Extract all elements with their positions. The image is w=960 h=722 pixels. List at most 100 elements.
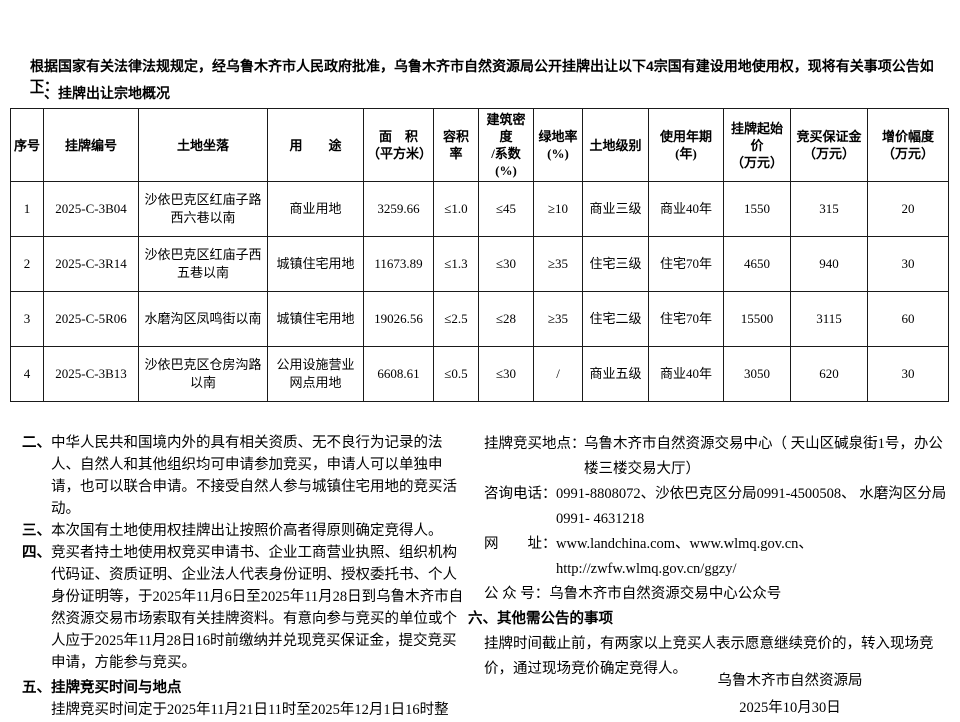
signature-block: 乌鲁木齐市自然资源局 2025年10月30日 — [640, 668, 940, 722]
table-cell: ≤30 — [478, 346, 534, 402]
table-cell: 2025-C-5R06 — [43, 291, 139, 347]
header-cell-use: 用 途 — [267, 108, 364, 182]
table-cell: 60 — [867, 291, 949, 347]
inquiry-phone-label: 咨询电话： — [484, 486, 557, 502]
section-3-label: 三、 — [22, 523, 51, 539]
inquiry-phone: 咨询电话： 0991-8808072、沙依巴克区分局0991-4500508、 … — [484, 482, 952, 532]
table-cell: ≥35 — [533, 291, 583, 347]
table-cell: 住宅三级 — [582, 236, 649, 292]
websites-text: www.landchina.com、www.wlmq.gov.cn、 http:… — [556, 536, 813, 577]
signature-date: 2025年10月30日 — [739, 700, 841, 716]
table-header-row: 序号 挂牌编号 土地坐落 用 途 面 积 （平方米） 容积率 建筑密度 /系数(… — [10, 108, 949, 182]
table-cell: ≤28 — [478, 291, 534, 347]
section-5-title: 五、挂牌竞买时间与地点 — [22, 680, 182, 696]
table-cell: 沙依巴克区仓房沟路以南 — [138, 346, 268, 402]
section-5-text: 挂牌竞买时间定于2025年11月21日11时至2025年12月1日16时整 — [51, 702, 449, 718]
header-cell-listing-no: 挂牌编号 — [43, 108, 139, 182]
table-cell: 3050 — [723, 346, 791, 402]
table-cell: ≤30 — [478, 236, 534, 292]
table-cell: ≤1.0 — [433, 181, 479, 237]
table-cell: 商业用地 — [267, 181, 364, 237]
table-row: 2 2025-C-3R14 沙依巴克区红庙子西五巷以南 城镇住宅用地 11673… — [10, 236, 949, 292]
section-4-text: 竞买者持土地使用权竞买申请书、企业工商营业执照、组织机构代码证、资质证明、企业法… — [51, 545, 464, 671]
table-cell: 4 — [10, 346, 44, 402]
header-cell-plot-ratio: 容积率 — [433, 108, 479, 182]
table-cell: 住宅二级 — [582, 291, 649, 347]
table-cell: 30 — [867, 236, 949, 292]
table-row: 4 2025-C-3B13 沙依巴克区仓房沟路以南 公用设施营业网点用地 660… — [10, 346, 949, 402]
table-cell: 6608.61 — [363, 346, 434, 402]
table-cell: 2025-C-3R14 — [43, 236, 139, 292]
header-cell-increment: 增价幅度 （万元） — [867, 108, 949, 182]
table-cell: ≤0.5 — [433, 346, 479, 402]
header-cell-location: 土地坐落 — [138, 108, 268, 182]
land-parcels-table: 序号 挂牌编号 土地坐落 用 途 面 积 （平方米） 容积率 建筑密度 /系数(… — [10, 108, 949, 402]
table-cell: 20 — [867, 181, 949, 237]
left-text-column: 二、 中华人民共和国境内外的具有相关资质、无不良行为记录的法人、自然人和其他组织… — [22, 432, 470, 721]
table-cell: 3115 — [790, 291, 868, 347]
table-cell: 商业五级 — [582, 346, 649, 402]
table-cell: 公用设施营业网点用地 — [267, 346, 364, 402]
header-cell-seq: 序号 — [10, 108, 44, 182]
table-cell: 940 — [790, 236, 868, 292]
section-2-label: 二、 — [22, 435, 51, 451]
websites-label: 网 址： — [484, 536, 557, 552]
table-cell: 沙依巴克区红庙子路西六巷以南 — [138, 181, 268, 237]
right-text-column: 挂牌竞买地点： 乌鲁木齐市自然资源交易中心（ 天山区碱泉街1号，办公楼三楼交易大… — [468, 432, 952, 682]
header-cell-start-price: 挂牌起始价 （万元） — [723, 108, 791, 182]
table-cell: 2025-C-3B13 — [43, 346, 139, 402]
auction-location: 挂牌竞买地点： 乌鲁木齐市自然资源交易中心（ 天山区碱泉街1号，办公楼三楼交易大… — [484, 432, 952, 482]
section-4-label: 四、 — [22, 545, 51, 561]
public-account: 公 众 号：乌鲁木齐市自然资源交易中心公众号 — [484, 582, 952, 607]
section-4: 四、 竞买者持土地使用权竞买申请书、企业工商营业执照、组织机构代码证、资质证明、… — [22, 542, 470, 674]
table-cell: 2025-C-3B04 — [43, 181, 139, 237]
table-cell: / — [533, 346, 583, 402]
table-cell: ≤1.3 — [433, 236, 479, 292]
section-2-text: 中华人民共和国境内外的具有相关资质、无不良行为记录的法人、自然人和其他组织均可申… — [51, 435, 457, 517]
table-cell: 3259.66 — [363, 181, 434, 237]
table-cell: 住宅70年 — [648, 291, 724, 347]
table-row: 1 2025-C-3B04 沙依巴克区红庙子路西六巷以南 商业用地 3259.6… — [10, 181, 949, 237]
public-account-label: 公 众 号： — [484, 586, 550, 602]
table-cell: 315 — [790, 181, 868, 237]
table-cell: 15500 — [723, 291, 791, 347]
table-cell: 商业40年 — [648, 181, 724, 237]
section-6-title: 六、其他需公告的事项 — [468, 611, 613, 627]
signature-org: 乌鲁木齐市自然资源局 — [717, 673, 863, 689]
table-cell: 住宅70年 — [648, 236, 724, 292]
header-cell-deposit: 竞买保证金 （万元） — [790, 108, 868, 182]
header-cell-tenure: 使用年期(年) — [648, 108, 724, 182]
section-3: 三、 本次国有土地使用权挂牌出让按照价高者得原则确定竞得人。 — [22, 520, 470, 542]
inquiry-phone-text: 0991-8808072、沙依巴克区分局0991-4500508、 水磨沟区分局… — [556, 486, 947, 527]
table-cell: ≥10 — [533, 181, 583, 237]
public-account-text: 乌鲁木齐市自然资源交易中心公众号 — [549, 586, 782, 602]
header-cell-area: 面 积 （平方米） — [363, 108, 434, 182]
table-cell: 19026.56 — [363, 291, 434, 347]
table-cell: 3 — [10, 291, 44, 347]
table-cell: ≤2.5 — [433, 291, 479, 347]
table-cell: 沙依巴克区红庙子西五巷以南 — [138, 236, 268, 292]
table-cell: ≤45 — [478, 181, 534, 237]
table-cell: 2 — [10, 236, 44, 292]
header-cell-green-rate: 绿地率 (%) — [533, 108, 583, 182]
intro-paragraph: 根据国家有关法律法规规定，经乌鲁木齐市人民政府批准，乌鲁木齐市自然资源局公开挂牌… — [30, 58, 934, 94]
auction-location-text: 乌鲁木齐市自然资源交易中心（ 天山区碱泉街1号，办公楼三楼交易大厅） — [584, 436, 943, 477]
table-cell: 620 — [790, 346, 868, 402]
table-cell: 11673.89 — [363, 236, 434, 292]
section-2: 二、 中华人民共和国境内外的具有相关资质、无不良行为记录的法人、自然人和其他组织… — [22, 432, 470, 520]
websites: 网 址： www.landchina.com、www.wlmq.gov.cn、 … — [484, 532, 952, 582]
table-cell: 商业三级 — [582, 181, 649, 237]
table-cell: 4650 — [723, 236, 791, 292]
header-cell-land-grade: 土地级别 — [582, 108, 649, 182]
table-cell: 1 — [10, 181, 44, 237]
table-cell: 30 — [867, 346, 949, 402]
table-row: 3 2025-C-5R06 水磨沟区凤鸣街以南 城镇住宅用地 19026.56 … — [10, 291, 949, 347]
table-cell: 商业40年 — [648, 346, 724, 402]
auction-location-label: 挂牌竞买地点： — [484, 436, 586, 452]
header-cell-density: 建筑密度 /系数(%) — [478, 108, 534, 182]
table-cell: 城镇住宅用地 — [267, 291, 364, 347]
section-6-text: 挂牌时间截止前，有两家以上竞买人表示愿意继续竞价的，转入现场竞价，通过现场竞价确… — [484, 636, 934, 677]
section-3-text: 本次国有土地使用权挂牌出让按照价高者得原则确定竞得人。 — [51, 523, 443, 539]
table-cell: ≥35 — [533, 236, 583, 292]
table-cell: 城镇住宅用地 — [267, 236, 364, 292]
